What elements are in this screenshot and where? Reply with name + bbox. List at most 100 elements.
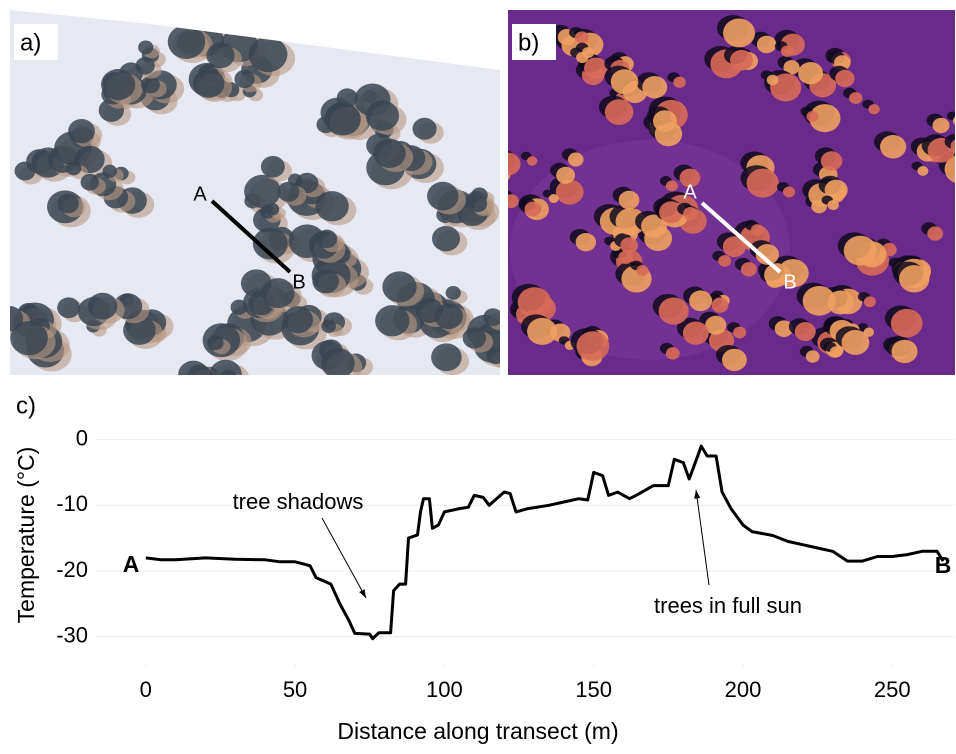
tree <box>135 57 154 75</box>
warm-tree <box>835 70 854 87</box>
tree <box>57 194 79 214</box>
warm-tree <box>828 200 839 210</box>
warm-tree <box>549 194 559 203</box>
x-axis-label: Distance along transect (m) <box>337 718 618 744</box>
warm-tree <box>798 62 823 84</box>
tree <box>317 230 337 249</box>
warm-tree <box>747 169 779 198</box>
warm-tree <box>899 265 929 292</box>
tree <box>207 335 224 350</box>
tree <box>375 305 409 336</box>
warm-tree <box>830 346 842 357</box>
tree <box>168 25 206 59</box>
tree <box>66 161 81 175</box>
tree <box>325 103 361 136</box>
warm-tree <box>666 347 680 359</box>
warm-tree <box>605 99 634 125</box>
warm-tree <box>806 350 820 362</box>
tree <box>431 343 462 371</box>
warm-tree <box>723 19 755 48</box>
warm-tree <box>525 202 541 217</box>
temperature-line <box>146 446 943 639</box>
warm-tree <box>892 340 918 363</box>
thermal-image <box>489 10 956 375</box>
warm-tree <box>767 75 779 85</box>
warm-tree <box>527 318 557 345</box>
tree <box>315 191 348 221</box>
warm-tree <box>722 349 747 371</box>
tree <box>141 76 160 93</box>
warm-tree <box>781 45 794 56</box>
tree <box>225 374 245 391</box>
warm-tree <box>917 166 928 176</box>
tree <box>224 376 239 389</box>
warm-tree <box>718 255 731 267</box>
tree <box>277 182 299 202</box>
warm-tree <box>611 69 639 94</box>
arrow <box>322 518 366 598</box>
arrow-head <box>694 490 700 499</box>
arrow-head <box>359 589 366 598</box>
panel-label: a) <box>20 29 41 56</box>
warm-tree <box>620 237 638 253</box>
warm-tree <box>659 298 689 325</box>
tree <box>57 297 80 318</box>
warm-tree <box>783 186 795 197</box>
warm-tree <box>576 52 588 63</box>
x-tick-label: 150 <box>575 677 612 702</box>
snow-image <box>0 10 520 393</box>
warm-tree <box>689 290 712 311</box>
y-tick-label: -30 <box>56 623 88 648</box>
warm-tree <box>683 207 698 220</box>
transect-start: A <box>683 181 697 203</box>
tree <box>188 365 212 387</box>
warm-tree <box>844 236 877 266</box>
tree <box>374 139 406 168</box>
warm-tree <box>806 111 818 122</box>
figure: a) b) A B A B c) 0-10-20-300501001502002… <box>0 0 956 749</box>
warm-tree <box>683 321 709 344</box>
tree <box>10 321 48 355</box>
warm-tree <box>757 36 776 54</box>
tree <box>321 320 336 333</box>
tree <box>229 380 245 393</box>
warm-tree <box>619 191 640 210</box>
tree <box>283 306 313 333</box>
endpoint-label: A <box>123 551 140 577</box>
tree <box>463 327 486 348</box>
tree <box>432 226 460 252</box>
warm-tree <box>933 118 950 133</box>
tree <box>312 269 339 293</box>
tree <box>219 370 237 387</box>
warm-tree <box>880 135 906 159</box>
x-tick-label: 50 <box>283 677 307 702</box>
tree <box>321 348 355 378</box>
panel-label: c) <box>16 392 36 419</box>
y-tick-label: -10 <box>56 491 88 516</box>
tree <box>88 293 118 320</box>
tree <box>101 69 135 100</box>
tree <box>261 156 285 178</box>
annotation: trees in full sun <box>654 593 802 618</box>
warm-tree <box>575 31 589 43</box>
transect-end: B <box>292 271 305 293</box>
tree <box>413 118 437 140</box>
line-chart: 0-10-20-30050100150200250Distance along … <box>13 425 955 744</box>
x-tick-label: 200 <box>725 677 762 702</box>
warm-tree <box>504 194 519 208</box>
warm-tree <box>518 287 552 317</box>
tree <box>366 101 399 131</box>
warm-tree <box>556 180 584 205</box>
warm-tree <box>576 331 609 361</box>
tree <box>249 37 288 72</box>
tree <box>468 195 487 212</box>
warm-tree <box>711 298 728 313</box>
warm-tree <box>803 286 836 316</box>
tree <box>446 286 461 300</box>
transect-start: A <box>193 183 207 205</box>
warm-tree <box>849 92 862 104</box>
warm-tree <box>568 153 584 167</box>
warm-tree <box>864 296 876 307</box>
tree <box>382 271 416 302</box>
warm-tree <box>666 180 678 191</box>
